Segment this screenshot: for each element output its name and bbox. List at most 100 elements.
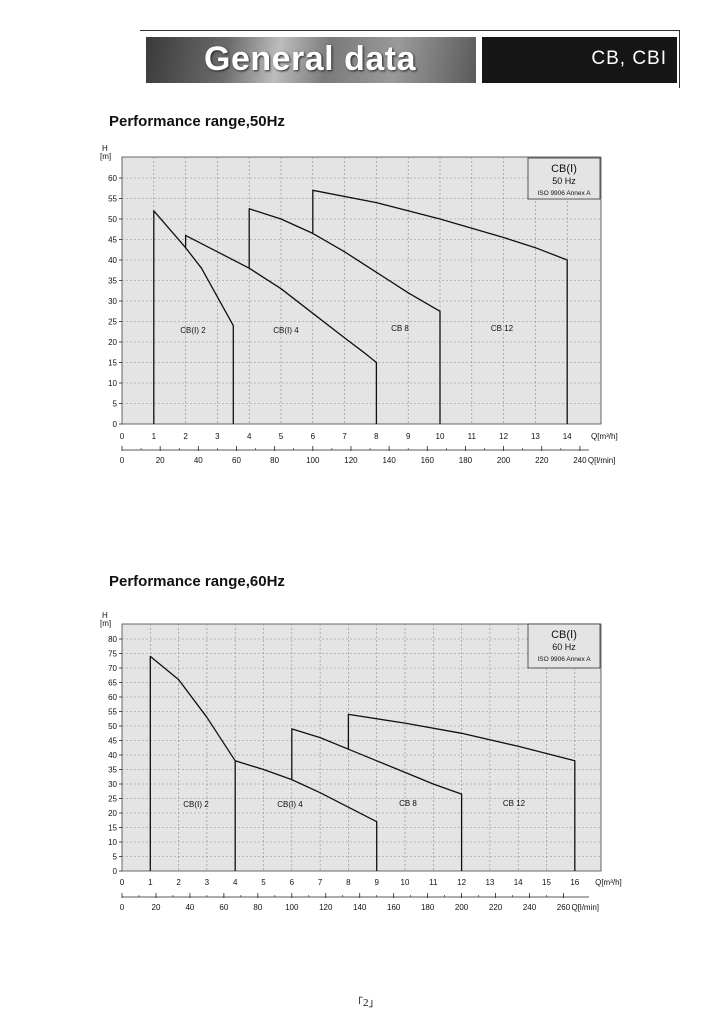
x-tick-label: 7 — [318, 878, 323, 887]
chart-60hz-title: Performance range,60Hz — [109, 573, 285, 590]
x-tick-label: 16 — [570, 878, 579, 887]
legend-standard: ISO 9906 Annex A — [537, 656, 591, 663]
y-tick-label: 20 — [108, 338, 117, 347]
page-title: General data — [204, 40, 416, 78]
y-axis-label: H — [102, 611, 108, 620]
x2-tick-label: 40 — [185, 903, 194, 912]
x-tick-label: 5 — [279, 432, 284, 441]
x2-tick-label: 140 — [382, 456, 396, 465]
x-tick-label: 3 — [205, 878, 210, 887]
y-tick-label: 45 — [108, 737, 117, 746]
y-tick-label: 20 — [108, 809, 117, 818]
x2-tick-label: 80 — [253, 903, 262, 912]
x-tick-label: 11 — [468, 432, 477, 441]
series-line — [149, 655, 236, 871]
x2-tick-label: 180 — [459, 456, 473, 465]
legend-box — [527, 157, 601, 200]
header-banner — [146, 37, 476, 83]
x-axis-label: Q[m³/h] — [591, 432, 618, 441]
y-tick-label: 10 — [108, 838, 117, 847]
y-axis-unit: [m] — [100, 152, 111, 161]
x-tick-label: 12 — [499, 432, 508, 441]
legend-frequency: 50 Hz — [552, 176, 576, 186]
x-tick-label: 11 — [429, 878, 438, 887]
y-tick-label: 75 — [108, 650, 117, 659]
x-tick-label: 10 — [436, 432, 445, 441]
model-label: CB, CBI — [591, 48, 667, 69]
y-tick-label: 60 — [108, 174, 117, 183]
series-label: CB 8 — [399, 799, 417, 808]
x-tick-label: 0 — [120, 432, 125, 441]
x2-tick-label: 100 — [285, 903, 299, 912]
x2-tick-label: 260 — [557, 903, 571, 912]
x2-tick-label: 20 — [152, 903, 161, 912]
x2-tick-label: 0 — [120, 456, 125, 465]
series-label: CB 12 — [503, 799, 526, 808]
x2-tick-label: 60 — [232, 456, 241, 465]
header-frame-right — [679, 30, 680, 88]
y-tick-label: 35 — [108, 766, 117, 775]
x-tick-label: 9 — [406, 432, 411, 441]
legend-frequency: 60 Hz — [552, 642, 576, 652]
x-tick-label: 0 — [120, 878, 125, 887]
y-tick-label: 80 — [108, 635, 117, 644]
x-tick-label: 15 — [542, 878, 551, 887]
x-tick-label: 14 — [514, 878, 523, 887]
y-tick-label: 40 — [108, 751, 117, 760]
x-tick-label: 7 — [342, 432, 347, 441]
series-line — [153, 210, 234, 424]
x2-axis-label: Q[l/min] — [588, 456, 616, 465]
x2-tick-label: 220 — [489, 903, 503, 912]
y-tick-label: 25 — [108, 318, 117, 327]
y-tick-label: 55 — [108, 708, 117, 717]
page-number: 「2」 — [352, 997, 380, 1009]
x-tick-label: 2 — [176, 878, 181, 887]
y-tick-label: 0 — [113, 867, 118, 876]
x2-tick-label: 80 — [270, 456, 279, 465]
series-line — [235, 760, 378, 871]
series-label: CB 12 — [491, 324, 514, 333]
chart-50hz-title: Performance range,50Hz — [109, 113, 285, 130]
y-tick-label: 0 — [113, 420, 118, 429]
x2-tick-label: 240 — [573, 456, 587, 465]
x-tick-label: 6 — [311, 432, 316, 441]
y-tick-label: 5 — [113, 853, 118, 862]
y-tick-label: 50 — [108, 215, 117, 224]
series-line — [184, 234, 378, 424]
series-line — [291, 728, 463, 871]
series-label: CB(Ⅰ) 4 — [277, 800, 303, 809]
x-tick-label: 13 — [531, 432, 540, 441]
y-tick-label: 30 — [108, 297, 117, 306]
header-frame-top — [140, 30, 680, 31]
series-label: CB 8 — [391, 324, 409, 333]
x2-tick-label: 200 — [455, 903, 469, 912]
y-tick-label: 55 — [108, 195, 117, 204]
x2-tick-label: 0 — [120, 903, 125, 912]
y-tick-label: 10 — [108, 379, 117, 388]
x-tick-label: 1 — [152, 432, 157, 441]
x2-tick-label: 20 — [156, 456, 165, 465]
x-tick-label: 13 — [485, 878, 494, 887]
plot-area — [121, 156, 602, 425]
x-tick-label: 4 — [247, 432, 252, 441]
x-tick-label: 12 — [457, 878, 466, 887]
legend-standard: ISO 9906 Annex A — [537, 190, 591, 197]
x2-tick-label: 220 — [535, 456, 549, 465]
y-tick-label: 60 — [108, 693, 117, 702]
x-tick-label: 9 — [374, 878, 379, 887]
x-tick-label: 1 — [148, 878, 153, 887]
y-tick-label: 35 — [108, 277, 117, 286]
y-tick-label: 25 — [108, 795, 117, 804]
x2-tick-label: 160 — [421, 456, 435, 465]
x2-tick-label: 60 — [219, 903, 228, 912]
y-tick-label: 15 — [108, 359, 117, 368]
y-tick-label: 65 — [108, 679, 117, 688]
x-tick-label: 4 — [233, 878, 238, 887]
x2-tick-label: 100 — [306, 456, 320, 465]
legend-model: CB(Ⅰ) — [551, 163, 577, 175]
x-tick-label: 8 — [374, 432, 379, 441]
x2-tick-label: 120 — [344, 456, 358, 465]
series-label: CB(Ⅰ) 4 — [273, 326, 299, 335]
x2-tick-label: 40 — [194, 456, 203, 465]
y-axis-unit: [m] — [100, 619, 111, 628]
